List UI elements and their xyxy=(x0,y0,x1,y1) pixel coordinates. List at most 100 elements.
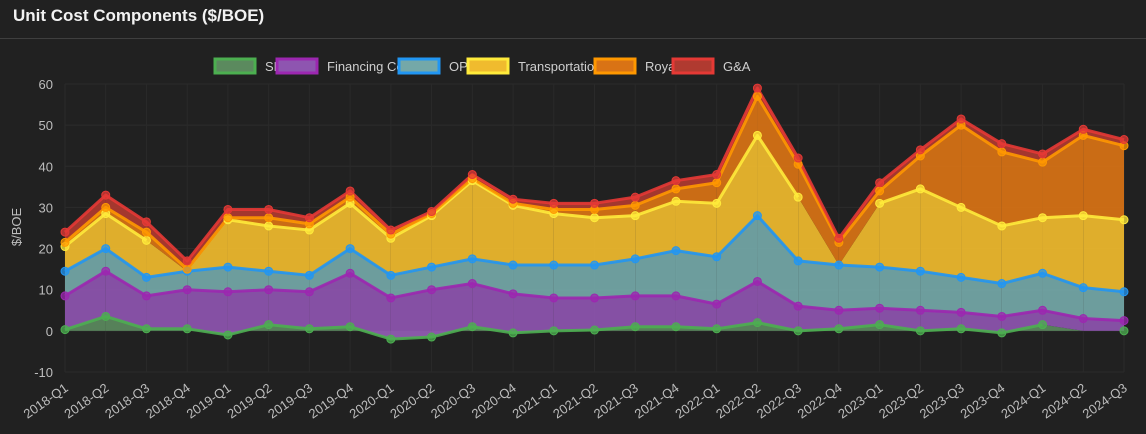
data-point xyxy=(182,285,192,295)
data-point xyxy=(264,320,274,330)
series-area-segment xyxy=(268,217,310,231)
series-area-segment xyxy=(838,203,880,268)
data-point xyxy=(793,256,803,266)
data-point xyxy=(1038,149,1048,159)
data-point xyxy=(630,254,640,264)
series-area-segment xyxy=(961,125,1002,226)
series-area-segment xyxy=(961,207,1002,284)
data-point xyxy=(712,252,722,262)
x-tick-label: 2021-Q2 xyxy=(550,380,600,421)
legend-swatch xyxy=(213,57,257,75)
data-point xyxy=(834,260,844,270)
series-area-segment xyxy=(350,248,391,298)
series-area-segment xyxy=(757,135,799,261)
data-point xyxy=(834,305,844,315)
data-point xyxy=(345,244,355,254)
series-area-segment xyxy=(268,209,310,224)
data-point xyxy=(915,184,925,194)
data-point xyxy=(875,178,885,188)
data-point xyxy=(793,301,803,311)
y-tick-label: 50 xyxy=(39,118,53,133)
data-point xyxy=(1078,211,1088,221)
x-tick-label: 2020-Q1 xyxy=(347,380,397,421)
x-tick-label: 2020-Q4 xyxy=(469,380,519,421)
data-point xyxy=(223,262,233,272)
data-point xyxy=(997,311,1007,321)
data-point xyxy=(223,287,233,297)
data-point xyxy=(467,279,477,289)
x-tick-label: 2018-Q1 xyxy=(21,380,71,421)
x-tick-label: 2023-Q2 xyxy=(876,380,926,421)
series-area-segment xyxy=(594,205,636,218)
data-point xyxy=(997,279,1007,289)
series-area-segment xyxy=(350,273,391,340)
data-point xyxy=(223,330,233,340)
series-area-segment xyxy=(227,209,269,218)
y-tick-label: -10 xyxy=(34,365,53,380)
data-point xyxy=(915,266,925,276)
data-point xyxy=(345,322,355,332)
series-area-segment xyxy=(1042,215,1084,288)
data-point xyxy=(875,186,885,196)
data-point xyxy=(671,196,681,206)
x-tick-label: 2021-Q3 xyxy=(591,380,641,421)
data-point xyxy=(1078,124,1088,134)
series-area-segment xyxy=(553,297,595,331)
data-point xyxy=(875,262,885,272)
data-point xyxy=(141,324,151,334)
data-point xyxy=(182,324,192,334)
series-area-segment xyxy=(268,289,310,329)
series-points xyxy=(60,83,1129,344)
series-area-segment xyxy=(920,271,962,313)
legend-swatch xyxy=(593,57,637,75)
series-area-segment xyxy=(227,289,269,335)
series-area-segment xyxy=(675,295,717,329)
legend-swatch xyxy=(397,57,441,75)
data-point xyxy=(915,326,925,336)
data-point xyxy=(345,186,355,196)
data-point xyxy=(793,192,803,202)
data-point xyxy=(956,307,966,317)
data-point xyxy=(60,227,70,237)
series-area-segment xyxy=(879,267,921,311)
data-point xyxy=(1078,283,1088,293)
data-point xyxy=(141,291,151,301)
data-point xyxy=(915,305,925,315)
series-area-segment xyxy=(65,213,106,272)
y-axis-label: $/BOE xyxy=(9,208,24,247)
legend-swatch xyxy=(275,57,319,75)
data-point xyxy=(712,178,722,188)
series-area-segment xyxy=(350,203,391,276)
series-area-segment xyxy=(594,258,636,298)
data-point xyxy=(264,266,274,276)
legend-label: Financing Costs xyxy=(327,59,421,74)
series-area-segment xyxy=(1083,287,1124,321)
data-point xyxy=(60,266,70,276)
data-point xyxy=(671,246,681,256)
data-point xyxy=(508,289,518,299)
series-area-segment xyxy=(268,271,310,292)
data-point xyxy=(590,325,599,335)
data-point xyxy=(1038,213,1048,223)
chart-title: Unit Cost Components ($/BOE) xyxy=(13,6,265,25)
data-point xyxy=(467,170,477,180)
data-point xyxy=(549,326,559,336)
series-area-segment xyxy=(961,312,1002,333)
data-point xyxy=(671,184,681,194)
x-tick-label: 2020-Q3 xyxy=(428,380,478,421)
x-tick-label: 2018-Q3 xyxy=(102,380,152,421)
data-point xyxy=(1119,135,1129,145)
series-area-segment xyxy=(1001,217,1043,284)
series-area-segment xyxy=(105,213,147,278)
series-area-segment xyxy=(1083,135,1124,220)
series-area-segment xyxy=(1001,143,1043,163)
series-area-segment xyxy=(838,308,880,329)
data-point xyxy=(304,324,314,334)
series-area-segment xyxy=(716,135,758,257)
series-area-segment xyxy=(920,125,962,208)
data-point xyxy=(671,176,681,186)
data-point xyxy=(997,147,1007,157)
series-area-segment xyxy=(513,293,554,333)
series-area-segment xyxy=(553,265,595,298)
